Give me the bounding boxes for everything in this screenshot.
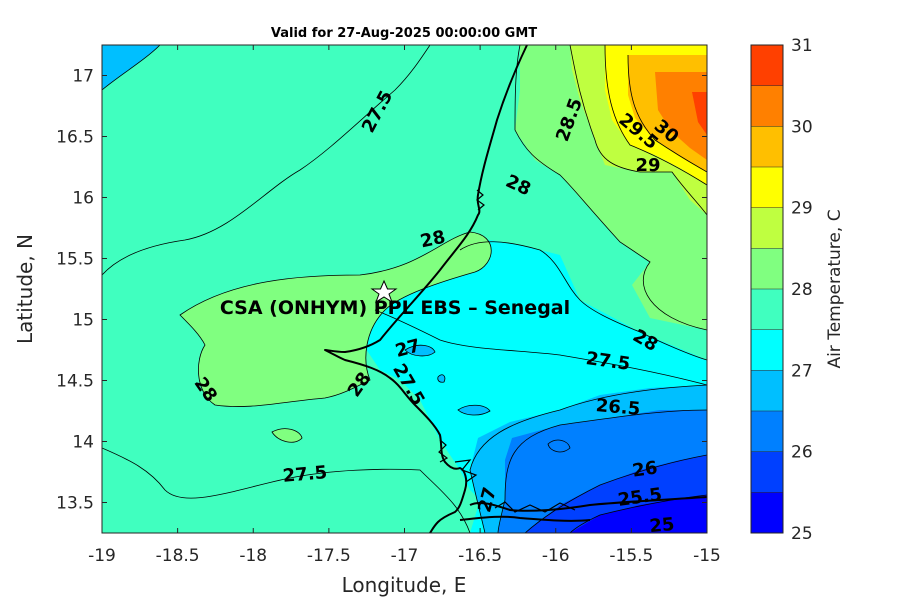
x-tick-label: -17.5 bbox=[307, 546, 351, 566]
x-tick-label: -19 bbox=[88, 546, 116, 566]
colorbar-swatch bbox=[751, 329, 783, 371]
colorbar: 25 26 27 28 29 30 31 bbox=[751, 36, 813, 544]
y-tick-label: 13.5 bbox=[56, 494, 94, 514]
fill-30.5-31 bbox=[692, 92, 707, 135]
colorbar-swatch bbox=[751, 411, 783, 452]
site-marker bbox=[370, 279, 398, 304]
colorbar-swatch bbox=[751, 370, 783, 411]
y-tick-label: 14.5 bbox=[56, 372, 94, 392]
colorbar-tick-label: 26 bbox=[791, 443, 813, 463]
y-tick-label: 15.5 bbox=[56, 250, 94, 270]
site-label: CSA (ONHYM) PPL EBS – Senegal bbox=[220, 297, 570, 319]
y-tick-label: 14 bbox=[72, 433, 94, 453]
fill-26.5-27-spot2 bbox=[437, 374, 445, 383]
fill-28-28.5 bbox=[180, 232, 492, 407]
colorbar-swatch bbox=[751, 451, 783, 493]
x-tick-label: -17 bbox=[391, 546, 419, 566]
contour-field bbox=[102, 45, 707, 533]
y-axis-label: Latitude, N bbox=[13, 234, 37, 344]
contour-label: 28 bbox=[418, 227, 447, 253]
contour-label: 27.5 bbox=[282, 462, 328, 487]
y-tick-label: 15 bbox=[72, 311, 94, 331]
x-tick-label: -16 bbox=[542, 546, 570, 566]
x-tick-label: -15.5 bbox=[609, 546, 653, 566]
x-tick-label: -16.5 bbox=[458, 546, 502, 566]
coastline-detail bbox=[438, 189, 576, 513]
x-tick-label: -18 bbox=[239, 546, 267, 566]
colorbar-tick-label: 25 bbox=[791, 524, 813, 544]
chart-title: Valid for 27-Aug-2025 00:00:00 GMT bbox=[271, 26, 537, 41]
colorbar-tick-label: 31 bbox=[791, 36, 813, 56]
colorbar-swatch bbox=[751, 492, 783, 533]
x-axis: -19 -18.5 -18 -17.5 -17 -16.5 -16 -15.5 -15 bbox=[88, 45, 721, 566]
colorbar-swatch bbox=[751, 167, 783, 208]
contour-label: 26 bbox=[631, 457, 659, 481]
colorbar-frame bbox=[750, 44, 784, 534]
fill-26.5-27-spot3 bbox=[458, 405, 490, 416]
coastline bbox=[324, 45, 707, 533]
x-tick-label: -18.5 bbox=[156, 546, 200, 566]
colorbar-tick-label: 30 bbox=[791, 117, 813, 137]
contour-lines bbox=[102, 45, 707, 533]
colorbar-tick-label: 29 bbox=[791, 199, 813, 219]
y-tick-label: 16 bbox=[72, 189, 94, 209]
colorbar-swatch bbox=[751, 248, 783, 289]
contour-label: 29 bbox=[635, 155, 660, 176]
y-axis: 13.5 14 14.5 15 15.5 16 16.5 17 bbox=[56, 67, 707, 514]
fill-26.5-27-spot bbox=[405, 345, 435, 356]
colorbar-swatch bbox=[751, 45, 783, 86]
x-tick-label: -15 bbox=[693, 546, 721, 566]
fill-25-25.5 bbox=[570, 495, 707, 533]
colorbar-tick-label: 27 bbox=[791, 361, 813, 381]
colorbar-label: Air Temperature, C bbox=[825, 209, 845, 368]
colorbar-swatch bbox=[751, 85, 783, 127]
fill-26-26.5-spot bbox=[548, 440, 570, 452]
colorbar-tick-label: 28 bbox=[791, 280, 813, 300]
colorbar-swatch bbox=[751, 207, 783, 249]
contour-label: 26.5 bbox=[595, 395, 641, 420]
x-axis-label: Longitude, E bbox=[342, 573, 467, 597]
star-icon bbox=[370, 279, 398, 304]
contour-label: 25 bbox=[649, 514, 676, 537]
colorbar-swatch bbox=[751, 289, 783, 330]
colorbar-swatch bbox=[751, 126, 783, 167]
y-tick-label: 16.5 bbox=[56, 128, 94, 148]
y-tick-label: 17 bbox=[72, 67, 94, 87]
